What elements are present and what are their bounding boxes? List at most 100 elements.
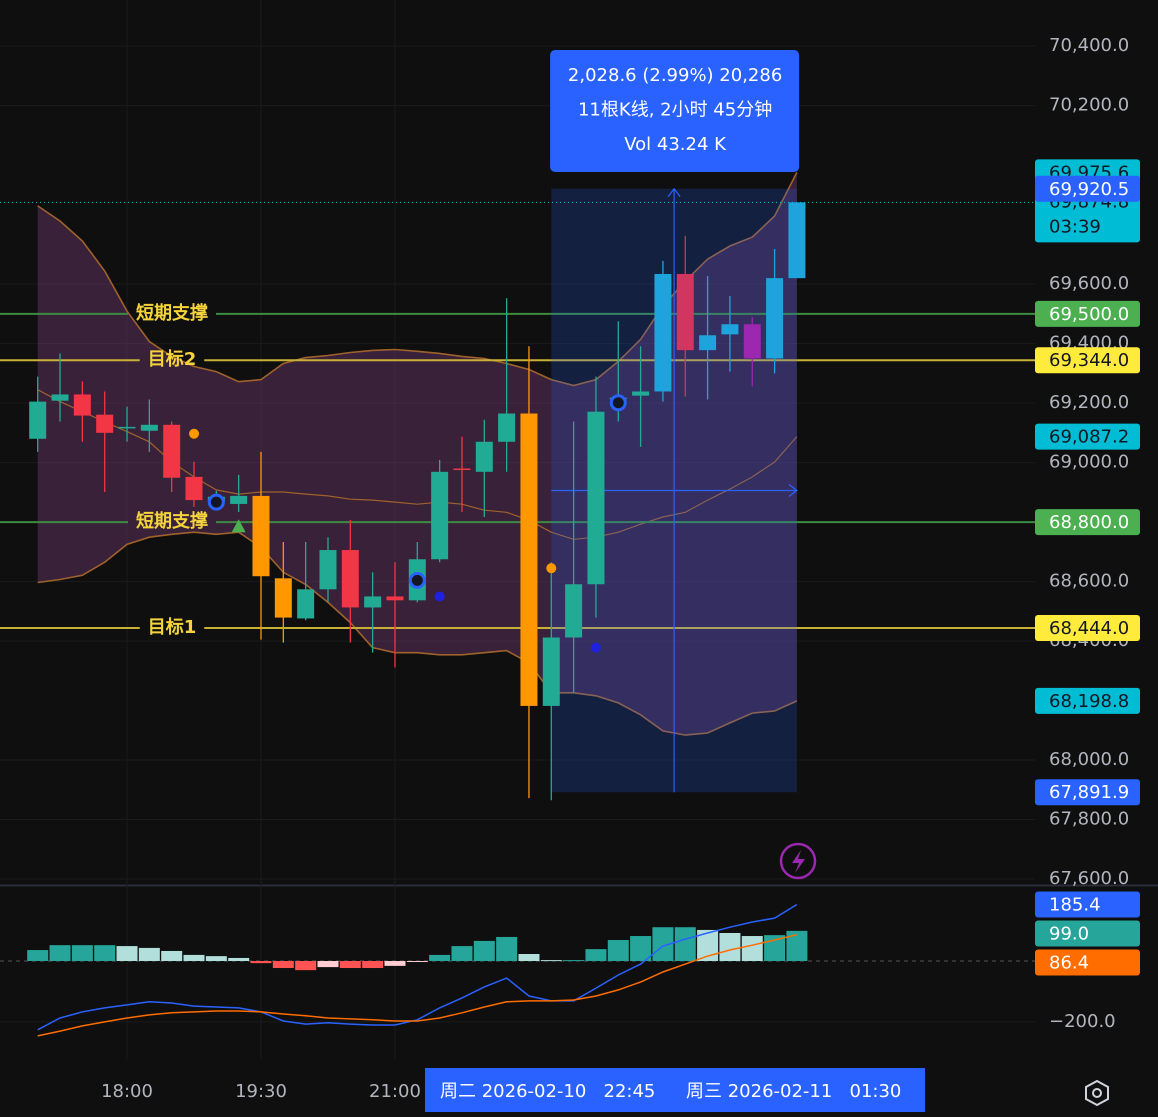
marks-layer [0,201,1035,653]
macd-line [37,903,798,1031]
price-line-label: 短期支撑 [136,510,208,532]
signal-ring [207,493,225,511]
candle-body [676,273,694,351]
y-tick-label: 69,600.0 [1049,273,1129,294]
measure-bottom-badge-text: 67,891.9 [1049,782,1129,803]
y-tick-label: 68,600.0 [1049,571,1129,592]
candle-body [520,413,538,706]
band-lower [37,531,798,736]
measure-tooltip-line: 11根K线, 2小时 45分钟 [578,100,772,121]
badges-layer: 69,500.069,344.068,800.068,444.069,975.6… [1035,159,1140,976]
histogram-bar [138,947,160,962]
measure-time-box [425,1068,925,1112]
y-tick-label: 70,400.0 [1049,35,1129,56]
measure-arrow-head [788,484,798,497]
histogram-bar [540,960,562,962]
histogram-bar [295,961,317,971]
candle-body [386,596,404,601]
candle-body [587,411,605,585]
band-lower-badge-text: 68,198.8 [1049,691,1129,712]
histogram-bar [205,956,227,962]
measure-bottom-badge [1035,779,1140,806]
candle-body [721,324,739,335]
candle-body [118,426,136,429]
histogram-bar [94,945,116,962]
tip-layer: 2,028.6 (2.99%) 20,286 11根K线, 2小时 45分钟 Vol… [550,50,800,172]
settings-icon-center [1092,1088,1102,1098]
histogram-bar [161,950,183,962]
candle-body [185,476,203,501]
y-tick-label: 69,000.0 [1049,452,1129,473]
macd-badge [1035,949,1140,976]
histogram-bar [228,957,250,962]
histogram-bar [183,954,205,962]
price-line-badge-text: 68,444.0 [1049,618,1129,639]
histogram-bar [674,927,696,962]
alert-bolt [792,850,805,873]
candle-body [632,391,650,396]
signal-dot [546,563,557,574]
histogram-bar [741,936,763,962]
measure-time-end: 周三 2026-02-11 01:30 [686,1081,901,1102]
histogram-bar [563,960,585,962]
measure-tooltip-line: Vol 43.24 K [624,134,727,155]
measure-time-start: 周二 2026-02-10 22:45 [440,1081,655,1102]
candle-body [140,424,158,431]
candle-body [163,424,181,478]
x-tick-label: 19:30 [235,1081,287,1102]
histogram-bar [652,927,674,962]
measure-arrow-head [667,187,681,198]
candle-body [297,589,315,619]
histogram-bar [317,961,339,968]
x-tick-label: 21:00 [369,1081,421,1102]
axis-layer: 70,400.070,200.069,600.069,400.069,200.0… [1049,35,1129,1032]
y-tick-label: 68,000.0 [1049,749,1129,770]
y-tick-label: 67,600.0 [1049,868,1129,889]
candle-body [230,495,248,504]
histogram-bar [697,929,719,962]
macd-badge-text: 185.4 [1049,895,1101,916]
signal-ring [408,571,426,589]
histogram-bar [719,932,741,962]
candle-body [29,401,47,439]
candle-body [96,414,114,433]
macd-layer [0,903,1035,1037]
histogram-bar [451,946,473,962]
measure-tooltip-line: 2,028.6 (2.99%) 20,286 [568,65,782,86]
candle-body [498,413,516,442]
candle-body [431,471,449,560]
histogram-bar [71,945,93,962]
candle-body [565,584,583,638]
signal-triangle [231,519,246,533]
histogram-bar [607,939,629,962]
alert-icon[interactable] [779,842,817,880]
candle-body [766,278,784,359]
y-tick-label: 69,200.0 [1049,392,1129,413]
price-line-badge [1035,509,1140,536]
histogram-bar [630,936,652,962]
macd-line [37,933,798,1037]
macd-badge-text: 99.0 [1049,924,1089,945]
candle-body [73,394,91,416]
histogram-bar [384,961,406,966]
histogram-bar [362,961,384,969]
price-line-badge [1035,614,1140,641]
macd-badge-text: 86.4 [1049,953,1089,974]
signal-dot [590,642,601,653]
icons [779,842,1109,1107]
measure-top-badge-text: 69,920.5 [1049,179,1129,200]
price-line-label: 目标1 [148,616,197,638]
x-tick-label: 18:00 [101,1081,153,1102]
y-tick-label: 70,200.0 [1049,95,1129,116]
candle-body [274,578,292,618]
price-line-label: 目标2 [148,348,197,370]
price-line-badge-text: 69,344.0 [1049,350,1129,371]
candle-body [364,596,382,608]
candles-layer [29,202,806,801]
settings-icon[interactable] [1085,1079,1109,1107]
candle-body [788,202,806,279]
